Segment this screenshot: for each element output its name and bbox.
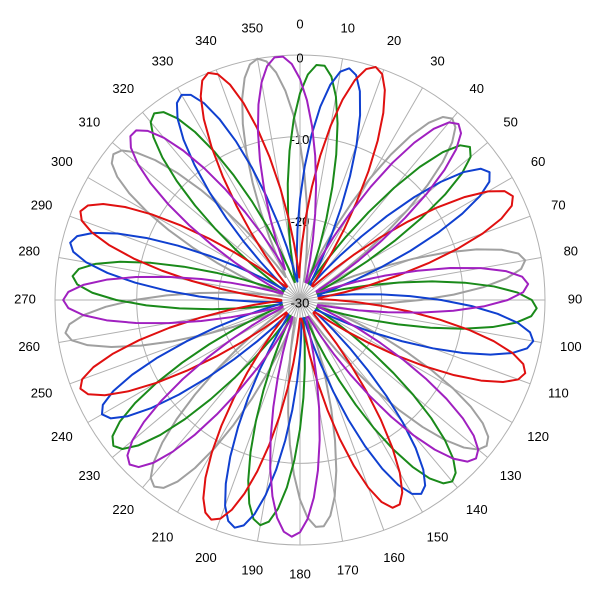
- angle-tick-label: 250: [31, 385, 53, 400]
- angle-tick-label: 170: [337, 562, 359, 577]
- angle-tick-label: 290: [31, 197, 53, 212]
- angle-tick-label: 80: [564, 244, 578, 259]
- angle-tick-label: 10: [341, 21, 355, 36]
- angle-tick-label: 40: [470, 81, 484, 96]
- angle-tick-label: 210: [152, 530, 174, 545]
- angle-tick-label: 220: [112, 502, 134, 517]
- angle-tick-label: 180: [289, 566, 311, 581]
- angle-tick-label: 230: [78, 468, 100, 483]
- angle-tick-label: 190: [241, 562, 263, 577]
- angle-tick-label: 90: [568, 291, 582, 306]
- angle-tick-label: 60: [531, 154, 545, 169]
- angle-tick-label: 200: [195, 550, 217, 565]
- polar-radiation-chart: 0 10 20 30 40 50 60 70 80 90 100 110 120 130 140 150 160…: [0, 0, 600, 600]
- angle-tick-label: 320: [112, 81, 134, 96]
- angle-tick-label: 300: [51, 154, 73, 169]
- angle-tick-label: 260: [18, 339, 40, 354]
- angle-tick-label: 130: [500, 468, 522, 483]
- angle-tick-label: 100: [560, 339, 582, 354]
- angle-tick-label: 310: [78, 115, 100, 130]
- angle-tick-label: 330: [152, 53, 174, 68]
- angle-tick-label: 120: [527, 429, 549, 444]
- radial-tick-label: -30: [291, 295, 310, 310]
- angle-tick-label: 240: [51, 429, 73, 444]
- angle-tick-label: 50: [503, 115, 517, 130]
- angle-tick-label: 350: [241, 21, 263, 36]
- angle-tick-label: 70: [551, 197, 565, 212]
- angle-tick-label: 110: [548, 385, 569, 400]
- angle-tick-label: 270: [14, 291, 36, 306]
- radial-tick-label: 0: [296, 50, 303, 65]
- angle-tick-label: 20: [387, 33, 401, 48]
- angle-tick-label: 280: [18, 244, 40, 259]
- angle-tick-label: 150: [427, 530, 449, 545]
- angle-tick-label: 140: [466, 502, 488, 517]
- angle-tick-label: 30: [430, 53, 444, 68]
- angle-tick-label: 0: [296, 16, 303, 31]
- angle-tick-label: 340: [195, 33, 217, 48]
- angle-tick-label: 160: [383, 550, 405, 565]
